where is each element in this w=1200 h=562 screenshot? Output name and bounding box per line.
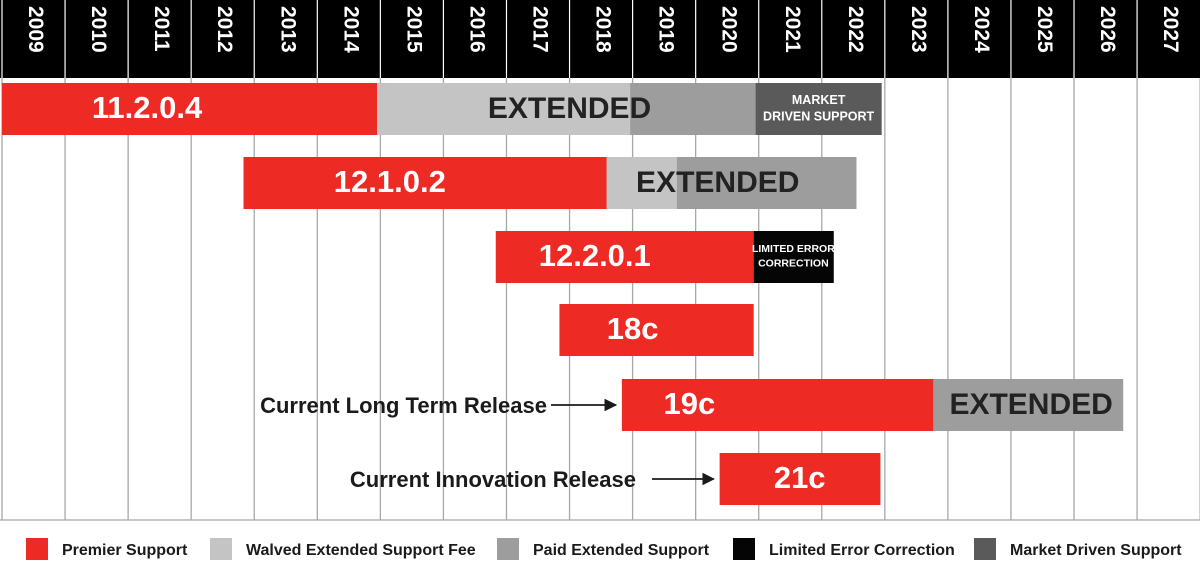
bar-segment-waived	[377, 83, 631, 135]
segment-sublabel: CORRECTION	[758, 258, 829, 270]
legend-swatch	[497, 538, 519, 560]
year-axis-labels: 2009 2010 2011 2012 2013 2014 2015 2016 2017 2018…	[1, 0, 1182, 78]
year-label-2022: 2022	[844, 6, 867, 53]
year-label-2026: 2026	[1096, 6, 1119, 53]
legend-label: Limited Error Correction	[769, 542, 955, 559]
bar-segment-premier	[243, 157, 607, 209]
legend-item-market: Market Driven Support	[974, 538, 1182, 560]
bar-segment-paid	[630, 83, 756, 135]
extended-label: EXTENDED	[949, 388, 1112, 421]
release-label: 12.2.0.1	[539, 238, 651, 273]
release-label: 21c	[774, 460, 826, 495]
segment-sublabel: LIMITED ERROR	[752, 243, 835, 255]
bar-segment-waived	[606, 157, 677, 209]
bar-segment-limited	[753, 231, 834, 283]
legend-swatch	[974, 538, 996, 560]
legend-item-limited: Limited Error Correction	[733, 538, 955, 560]
year-label-2021: 2021	[781, 6, 804, 53]
legend-swatch	[26, 538, 48, 560]
year-gridlines	[0, 78, 1200, 521]
year-label-2018: 2018	[592, 6, 615, 53]
release-label: 19c	[663, 386, 715, 421]
bar-segment-paid	[676, 157, 857, 209]
year-label-2016: 2016	[465, 6, 488, 53]
support-legend: Premier Support Walved Extended Support F…	[26, 538, 1182, 560]
year-label-2014: 2014	[339, 6, 362, 53]
legend-label: Paid Extended Support	[533, 542, 710, 559]
annotation-label: Current Long Term Release	[260, 393, 547, 418]
release-bars: 11.2.0.4 EXTENDED MARKET DRIVEN SUPPORT 12.1…	[2, 83, 1124, 505]
year-label-2011: 2011	[150, 6, 173, 52]
bar-segment-premier	[719, 453, 881, 505]
bar-segment-market	[755, 83, 882, 135]
year-label-2027: 2027	[1159, 6, 1182, 53]
release-row-19c: 19c EXTENDED	[621, 379, 1124, 431]
legend-label: Market Driven Support	[1010, 542, 1182, 559]
year-label-2015: 2015	[402, 6, 425, 53]
year-label-2010: 2010	[87, 6, 110, 53]
year-label-2020: 2020	[718, 6, 741, 53]
extended-label: EXTENDED	[488, 92, 651, 125]
legend-label: Walved Extended Support Fee	[246, 542, 476, 559]
bar-segment-premier	[495, 231, 754, 283]
release-row-12.2.0.1: 12.2.0.1 LIMITED ERROR CORRECTION	[495, 231, 835, 283]
year-label-2013: 2013	[276, 6, 299, 53]
year-label-2012: 2012	[213, 6, 236, 53]
release-row-21c: 21c	[719, 453, 881, 505]
release-label: 11.2.0.4	[92, 90, 203, 125]
year-label-2025: 2025	[1033, 6, 1056, 53]
release-row-18c: 18c	[559, 304, 754, 356]
bar-segment-premier	[2, 83, 378, 135]
segment-sublabel: MARKET	[792, 93, 846, 107]
legend-item-premier: Premier Support	[26, 538, 188, 560]
annotation-label: Current Innovation Release	[350, 467, 636, 492]
year-label-2019: 2019	[655, 6, 678, 53]
release-label: 18c	[607, 311, 659, 346]
year-label-2024: 2024	[970, 6, 993, 53]
release-label: 12.1.0.2	[334, 164, 446, 199]
bar-segment-paid	[933, 379, 1124, 431]
year-label-2017: 2017	[529, 6, 552, 53]
release-row-11.2.0.4: 11.2.0.4 EXTENDED MARKET DRIVEN SUPPORT	[2, 83, 882, 135]
bar-segment-premier	[621, 379, 934, 431]
year-header-band	[0, 0, 1200, 78]
legend-swatch	[733, 538, 755, 560]
year-label-2023: 2023	[907, 6, 930, 53]
release-annotations: Current Long Term Release Current Innovat…	[260, 393, 715, 492]
legend-label: Premier Support	[62, 542, 188, 559]
legend-swatch	[210, 538, 232, 560]
bar-segment-premier	[559, 304, 754, 356]
legend-item-paid: Paid Extended Support	[497, 538, 710, 560]
segment-sublabel: DRIVEN SUPPORT	[763, 110, 874, 124]
legend-item-waived: Walved Extended Support Fee	[210, 538, 476, 560]
year-label-2009: 2009	[24, 6, 47, 53]
extended-label: EXTENDED	[636, 166, 799, 199]
release-row-12.1.0.2: 12.1.0.2 EXTENDED	[243, 157, 857, 209]
